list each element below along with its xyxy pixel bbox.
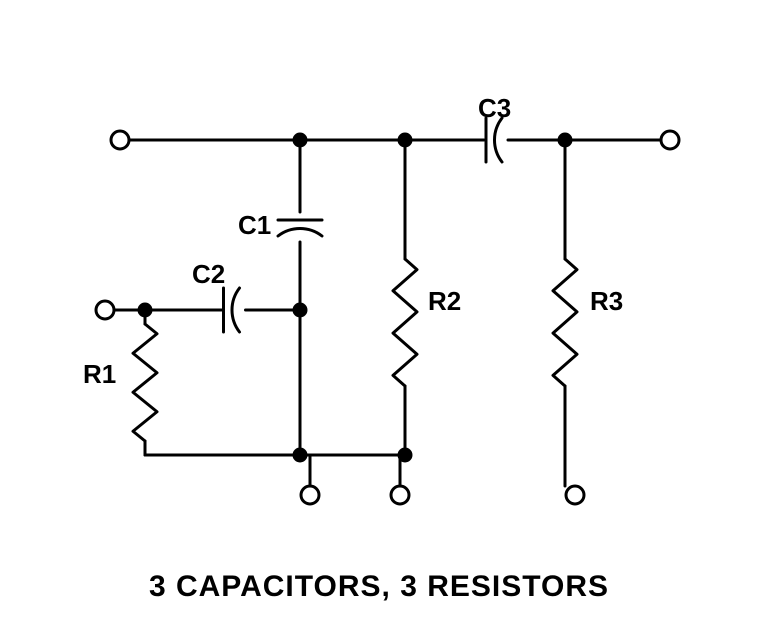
r1-label: R1: [83, 359, 116, 389]
circuit-schematic: C1 C2 C3 R1 R2 R3: [0, 0, 758, 638]
r2-label: R2: [428, 286, 461, 316]
r3-label: R3: [590, 286, 623, 316]
c1-label: C1: [238, 210, 271, 240]
c3-label: C3: [478, 93, 511, 123]
caption-text: 3 CAPACITORS, 3 RESISTORS: [0, 570, 758, 604]
c2-label: C2: [192, 259, 225, 289]
